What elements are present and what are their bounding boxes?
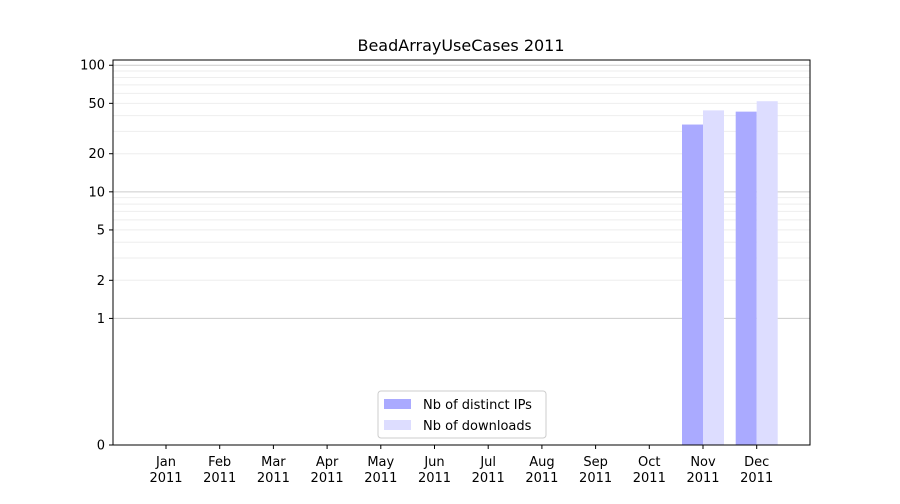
- y-tick-label: 50: [88, 97, 105, 112]
- x-tick-label: Oct 2011: [633, 455, 666, 486]
- bars: [682, 101, 778, 446]
- y-tick-label: 0: [97, 439, 105, 454]
- legend-swatch: [384, 420, 411, 430]
- legend-label: Nb of downloads: [423, 419, 532, 434]
- y-tick-label: 100: [80, 59, 105, 74]
- x-tick-label: Nov 2011: [686, 455, 719, 486]
- legend-box: [377, 390, 547, 439]
- x-tick-label: Sep 2011: [579, 455, 612, 486]
- y-tick-label: 20: [88, 147, 105, 162]
- legend: Nb of distinct IPs Nb of downloads: [377, 390, 547, 439]
- x-axis: Jan 2011 Feb 2011 Mar 2011 Apr 2011 May 2011 Jun 20…: [149, 445, 773, 486]
- bar-downloads: [756, 101, 778, 446]
- x-tick-label: Apr 2011: [311, 455, 344, 486]
- plot-frame: [112, 59, 811, 446]
- x-tick-label: Jun 2011: [418, 455, 451, 486]
- x-tick-label: May 2011: [364, 455, 397, 486]
- legend-label: Nb of distinct IPs: [423, 398, 532, 413]
- y-axis: 0 1 2 5 10 20 50 100: [80, 59, 113, 454]
- x-tick-label: Aug 2011: [525, 455, 558, 486]
- bar-distinct-ips: [735, 111, 757, 445]
- legend-swatch: [384, 399, 411, 409]
- bar-distinct-ips: [682, 124, 703, 445]
- y-tick-label: 5: [97, 223, 105, 238]
- x-tick-label: Jul 2011: [472, 455, 505, 486]
- y-tick-label: 1: [97, 312, 105, 327]
- x-tick-label: Feb 2011: [203, 455, 236, 486]
- y-tick-label: 10: [88, 185, 105, 200]
- chart-title: BeadArrayUseCases 2011: [357, 36, 564, 55]
- x-tick-label: Jan 2011: [149, 455, 182, 486]
- bar-downloads: [703, 110, 724, 445]
- y-tick-label: 2: [97, 274, 105, 289]
- x-tick-label: Mar 2011: [257, 455, 290, 486]
- x-tick-label: Dec 2011: [740, 455, 773, 486]
- grid-lines: [113, 64, 810, 319]
